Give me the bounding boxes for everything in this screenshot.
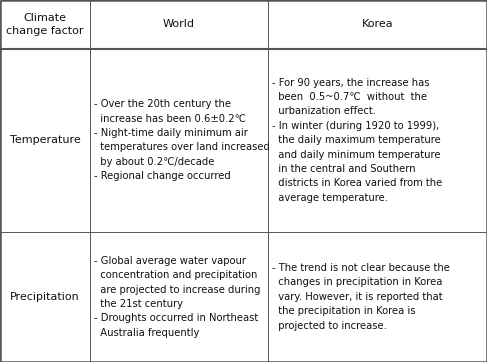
Text: - Global average water vapour
  concentration and precipitation
  are projected : - Global average water vapour concentrat… bbox=[94, 256, 261, 338]
Text: Temperature: Temperature bbox=[10, 135, 80, 145]
Text: - Over the 20th century the
  increase has been 0.6±0.2℃
- Night-time daily mini: - Over the 20th century the increase has… bbox=[94, 99, 270, 181]
Text: - The trend is not clear because the
  changes in precipitation in Korea
  vary.: - The trend is not clear because the cha… bbox=[272, 263, 450, 331]
Text: Korea: Korea bbox=[362, 20, 393, 29]
Text: World: World bbox=[163, 20, 195, 29]
Text: Precipitation: Precipitation bbox=[10, 292, 80, 302]
Text: - For 90 years, the increase has
  been  0.5~0.7℃  without  the
  urbanization e: - For 90 years, the increase has been 0.… bbox=[272, 78, 442, 203]
Text: Climate
change factor: Climate change factor bbox=[6, 13, 84, 35]
